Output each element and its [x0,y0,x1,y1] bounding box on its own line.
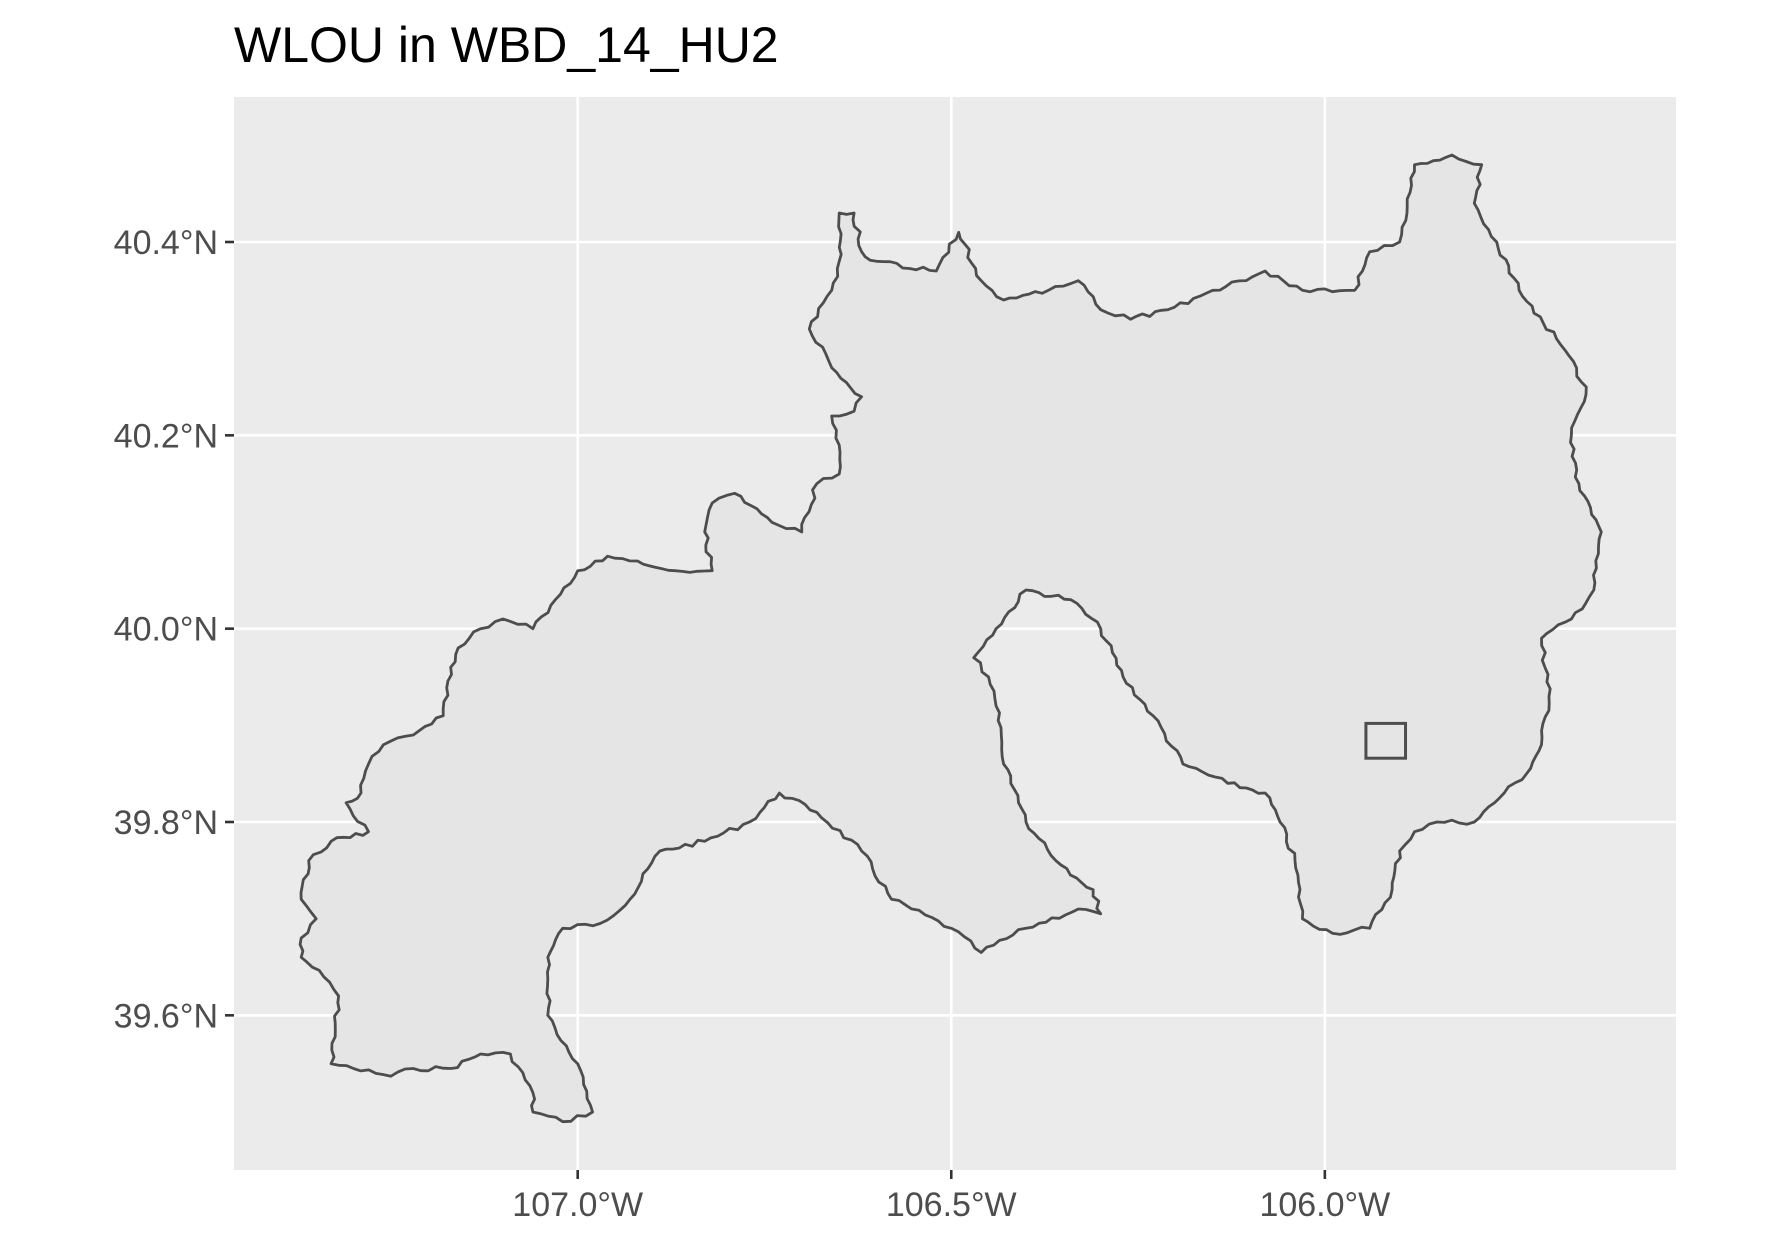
lat-tick-label: 39.8°N [114,804,218,842]
watershed-boundary-polygon [298,153,1603,1124]
lon-tick-label: 107.0°W [512,1186,643,1224]
longitude-axis: 107.0°W 106.5°W 106.0°W [512,1170,1390,1224]
lat-tick-label: 40.4°N [114,224,218,262]
map-title: WLOU in WBD_14_HU2 [234,17,779,73]
lon-tick-label: 106.0°W [1259,1186,1390,1224]
lat-tick-label: 40.2°N [114,417,218,455]
lon-tick-label: 106.5°W [886,1186,1017,1224]
latitude-axis: 40.4°N 40.2°N 40.0°N 39.8°N 39.6°N [114,224,234,1035]
site-location-marker [1364,721,1408,760]
lat-tick-label: 39.6°N [114,997,218,1035]
lat-tick-label: 40.0°N [114,611,218,649]
